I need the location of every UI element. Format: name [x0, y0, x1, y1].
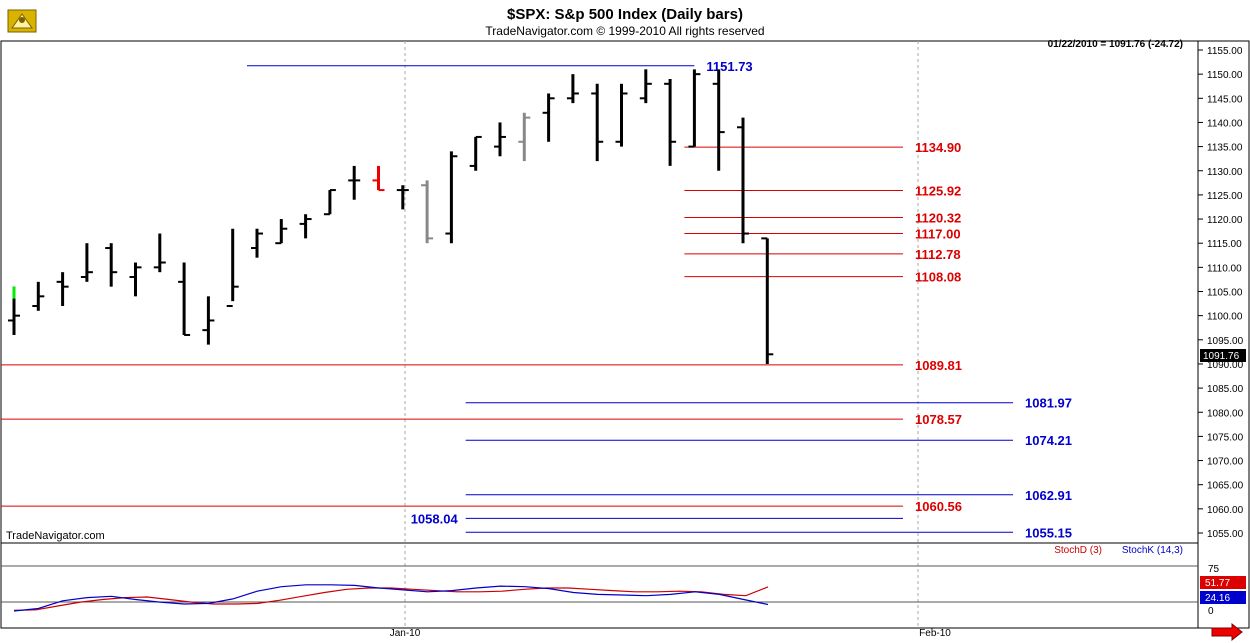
level-label: 1060.56	[915, 499, 962, 514]
y-tick-label: 1100.00	[1207, 312, 1243, 323]
stoch-k-last-value: 24.16	[1205, 593, 1230, 604]
stochastic-lines	[13, 584, 769, 612]
ohlc-bar	[251, 228, 263, 258]
y-tick-label: 1150.00	[1207, 70, 1243, 81]
level-label: 1081.97	[1025, 396, 1072, 411]
ohlc-bar	[591, 83, 604, 162]
ohlc-bar	[275, 219, 288, 245]
ohlc-bar	[153, 233, 166, 273]
level-label: 1058.04	[411, 511, 459, 526]
y-tick-label: 1135.00	[1207, 143, 1243, 154]
ohlc-bar	[761, 237, 774, 364]
ohlc-bar	[566, 74, 579, 104]
ohlc-bar	[323, 189, 336, 216]
ohlc-bar	[518, 112, 531, 162]
ohlc-bar	[299, 214, 312, 239]
ohlc-bar	[494, 122, 506, 157]
ohlc-bar	[542, 93, 555, 142]
ohlc-bar	[105, 243, 118, 287]
ohlc-bar	[56, 272, 69, 306]
ohlc-bar	[615, 83, 628, 147]
ohlc-bar	[664, 78, 677, 166]
level-label: 1108.08	[915, 270, 961, 285]
level-label: 1089.81	[915, 358, 962, 373]
stoch-tick-75: 75	[1208, 564, 1220, 575]
ohlc-bar	[129, 262, 142, 297]
ohlc-bar	[445, 151, 458, 244]
ohlc-bar	[737, 117, 749, 244]
level-label: 1055.15	[1025, 525, 1072, 540]
x-tick-label-jan: Jan-10	[390, 628, 421, 639]
y-tick-label: 1130.00	[1207, 167, 1243, 178]
level-label: 1125.92	[915, 183, 961, 198]
watermark-text: TradeNavigator.com	[6, 530, 105, 542]
stoch-k-line	[13, 584, 769, 612]
y-tick-label: 1105.00	[1207, 288, 1243, 299]
y-tick-label: 1075.00	[1207, 432, 1244, 443]
ohlc-bar	[688, 69, 701, 148]
y-tick-label: 1115.00	[1207, 239, 1242, 250]
stoch-d-last-badge	[1200, 576, 1246, 589]
chart-title: $SPX: S&p 500 Index (Daily bars)	[507, 6, 743, 23]
stoch-k-last-badge	[1200, 591, 1246, 604]
level-label: 1078.57	[915, 412, 962, 427]
y-axis-ticks: 1155.00 1150.00 1145.00 1140.00 1135.00 1130.…	[1198, 46, 1244, 540]
y-tick-label: 1060.00	[1207, 505, 1244, 516]
level-label: 1134.90	[915, 140, 961, 155]
level-label: 1062.91	[1025, 488, 1072, 503]
ohlc-bar	[396, 185, 409, 210]
y-axis-panel	[1197, 40, 1250, 629]
y-tick-label: 1120.00	[1207, 215, 1243, 226]
level-label: 1117.00	[915, 227, 961, 242]
y-tick-label: 1125.00	[1207, 191, 1243, 202]
stoch-d-last-value: 51.77	[1205, 578, 1230, 589]
price-readout: 01/22/2010 = 1091.76 (-24.72)	[1048, 39, 1183, 50]
scroll-right-arrow-icon[interactable]	[1211, 622, 1243, 642]
y-tick-label: 1065.00	[1207, 481, 1244, 492]
ohlc-bar	[639, 69, 652, 104]
price-panel	[0, 40, 1199, 544]
ohlc-bar	[202, 296, 215, 345]
level-label: 1151.73	[706, 59, 752, 74]
y-tick-label: 1055.00	[1207, 529, 1244, 540]
y-tick-label: 1155.00	[1207, 46, 1243, 57]
stochastic-panel	[0, 542, 1199, 629]
level-label: 1074.21	[1025, 433, 1072, 448]
ohlc-bar	[80, 243, 93, 282]
ohlc-bar	[32, 281, 45, 311]
last-price-badge	[1200, 349, 1246, 362]
last-price-label: 1091.76	[1203, 351, 1240, 362]
legend-stoch-d: StochD (3)	[1054, 545, 1102, 556]
copyright-subtitle: TradeNavigator.com © 1999-2010 All right…	[485, 24, 764, 38]
ohlc-bar	[348, 165, 361, 200]
ohlc-bar	[8, 286, 20, 335]
stoch-d-line	[13, 586, 769, 611]
ohlc-bar	[469, 135, 482, 171]
stoch-tick-0: 0	[1208, 606, 1214, 617]
ohlc-bar	[226, 228, 239, 307]
trade-navigator-logo-icon[interactable]	[7, 9, 37, 33]
y-tick-label: 1070.00	[1207, 457, 1244, 468]
level-label: 1112.78	[915, 247, 961, 262]
y-tick-label: 1085.00	[1207, 384, 1244, 395]
ohlc-bar	[372, 165, 385, 192]
level-label: 1120.32	[915, 211, 961, 226]
ohlc-bar	[712, 69, 725, 171]
y-tick-label: 1095.00	[1207, 336, 1244, 347]
y-tick-label: 1140.00	[1207, 118, 1243, 129]
y-tick-label: 1110.00	[1207, 263, 1242, 274]
ohlc-bars	[8, 69, 774, 364]
y-tick-label: 1080.00	[1207, 408, 1244, 419]
x-tick-label-feb: Feb-10	[919, 628, 951, 639]
ohlc-bar	[421, 180, 434, 244]
ohlc-bar	[178, 262, 191, 336]
y-tick-label: 1145.00	[1207, 94, 1243, 105]
y-tick-label: 1090.00	[1207, 360, 1244, 371]
legend-stoch-k: StochK (14,3)	[1122, 545, 1183, 556]
